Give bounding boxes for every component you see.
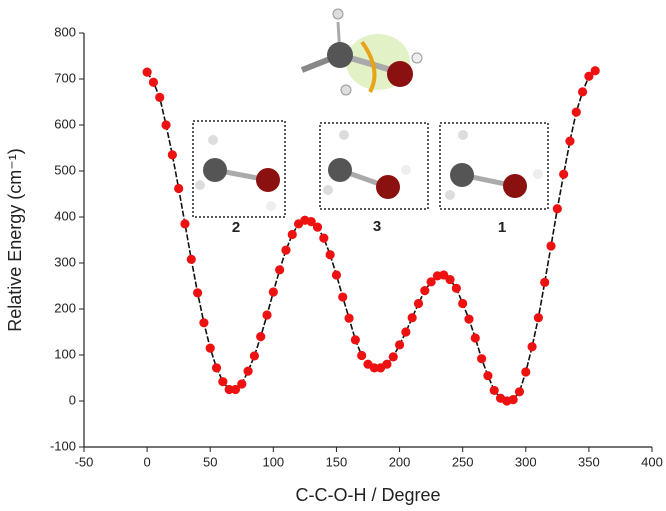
point [205, 343, 215, 353]
point [281, 245, 291, 255]
point [559, 169, 569, 179]
point [584, 71, 594, 81]
point [211, 363, 222, 373]
y-tick-label: 300 [54, 254, 76, 269]
point [180, 219, 190, 229]
point [489, 385, 499, 396]
x-tick-label: 150 [326, 454, 348, 469]
point [388, 352, 398, 362]
x-axis-title: C-C-O-H / Degree [295, 485, 440, 505]
point [426, 277, 436, 287]
point [193, 288, 203, 298]
point [514, 387, 525, 397]
point [369, 363, 379, 373]
point [527, 342, 537, 352]
point [508, 395, 518, 405]
point [546, 241, 556, 251]
point [439, 270, 449, 280]
x-tick-label: 300 [515, 454, 537, 469]
point [470, 333, 480, 343]
point [565, 136, 575, 146]
y-tick-label: 800 [54, 24, 76, 39]
point [249, 351, 259, 361]
point [319, 233, 329, 243]
point [394, 340, 405, 350]
point [174, 183, 184, 194]
y-axis-title: Relative Energy (cm⁻¹) [5, 148, 25, 332]
x-tick-label: 0 [143, 454, 150, 469]
point [275, 265, 285, 275]
top-molecule [300, 8, 423, 96]
point [344, 313, 354, 323]
point [142, 67, 152, 77]
point [483, 371, 493, 381]
y-tick-label: -100 [50, 438, 76, 453]
point [571, 107, 581, 117]
point [590, 66, 600, 76]
point [464, 314, 474, 324]
point [357, 350, 367, 361]
y-tick-label: 200 [54, 300, 76, 315]
point [382, 359, 392, 369]
y-tick-label: 0 [69, 392, 76, 407]
point [148, 77, 159, 87]
x-tick-label: 250 [452, 454, 474, 469]
point [350, 335, 360, 345]
point [451, 283, 461, 293]
point [413, 298, 424, 309]
y-tick-label: 700 [54, 70, 76, 85]
x-tick-label: 50 [203, 454, 217, 469]
point [477, 354, 487, 364]
point [262, 310, 272, 320]
point [287, 229, 297, 240]
annotation: 3 [373, 218, 381, 235]
point [540, 277, 550, 287]
annotation: 1 [498, 219, 506, 236]
point [243, 366, 253, 376]
point [186, 254, 196, 264]
x-tick-label: -50 [75, 454, 94, 469]
point [521, 367, 531, 377]
point [237, 379, 247, 389]
y-tick-label: 400 [54, 208, 76, 223]
point [268, 287, 278, 297]
point [167, 150, 177, 160]
point [552, 204, 562, 214]
molecule-insets [192, 8, 549, 218]
point [577, 87, 588, 97]
point [325, 250, 335, 260]
point [161, 120, 171, 130]
x-tick-label: 200 [389, 454, 411, 469]
point [199, 318, 209, 328]
x-tick-label: 100 [262, 454, 284, 469]
y-tick-label: 600 [54, 116, 76, 131]
point [218, 377, 228, 387]
point [224, 384, 234, 395]
point [407, 313, 417, 323]
point [338, 292, 348, 302]
point [420, 286, 430, 296]
point [401, 327, 411, 337]
x-tick-label: 400 [641, 454, 663, 469]
point [306, 217, 316, 227]
y-tick-label: 100 [54, 346, 76, 361]
point [445, 274, 455, 285]
point [312, 222, 323, 232]
annotation: 2 [232, 219, 240, 236]
point [256, 332, 266, 342]
y-tick-label: 500 [54, 162, 76, 177]
point [533, 313, 544, 323]
point [331, 270, 342, 280]
point [458, 298, 468, 309]
point [230, 384, 241, 395]
x-tick-label: 350 [578, 454, 600, 469]
point [155, 92, 165, 102]
